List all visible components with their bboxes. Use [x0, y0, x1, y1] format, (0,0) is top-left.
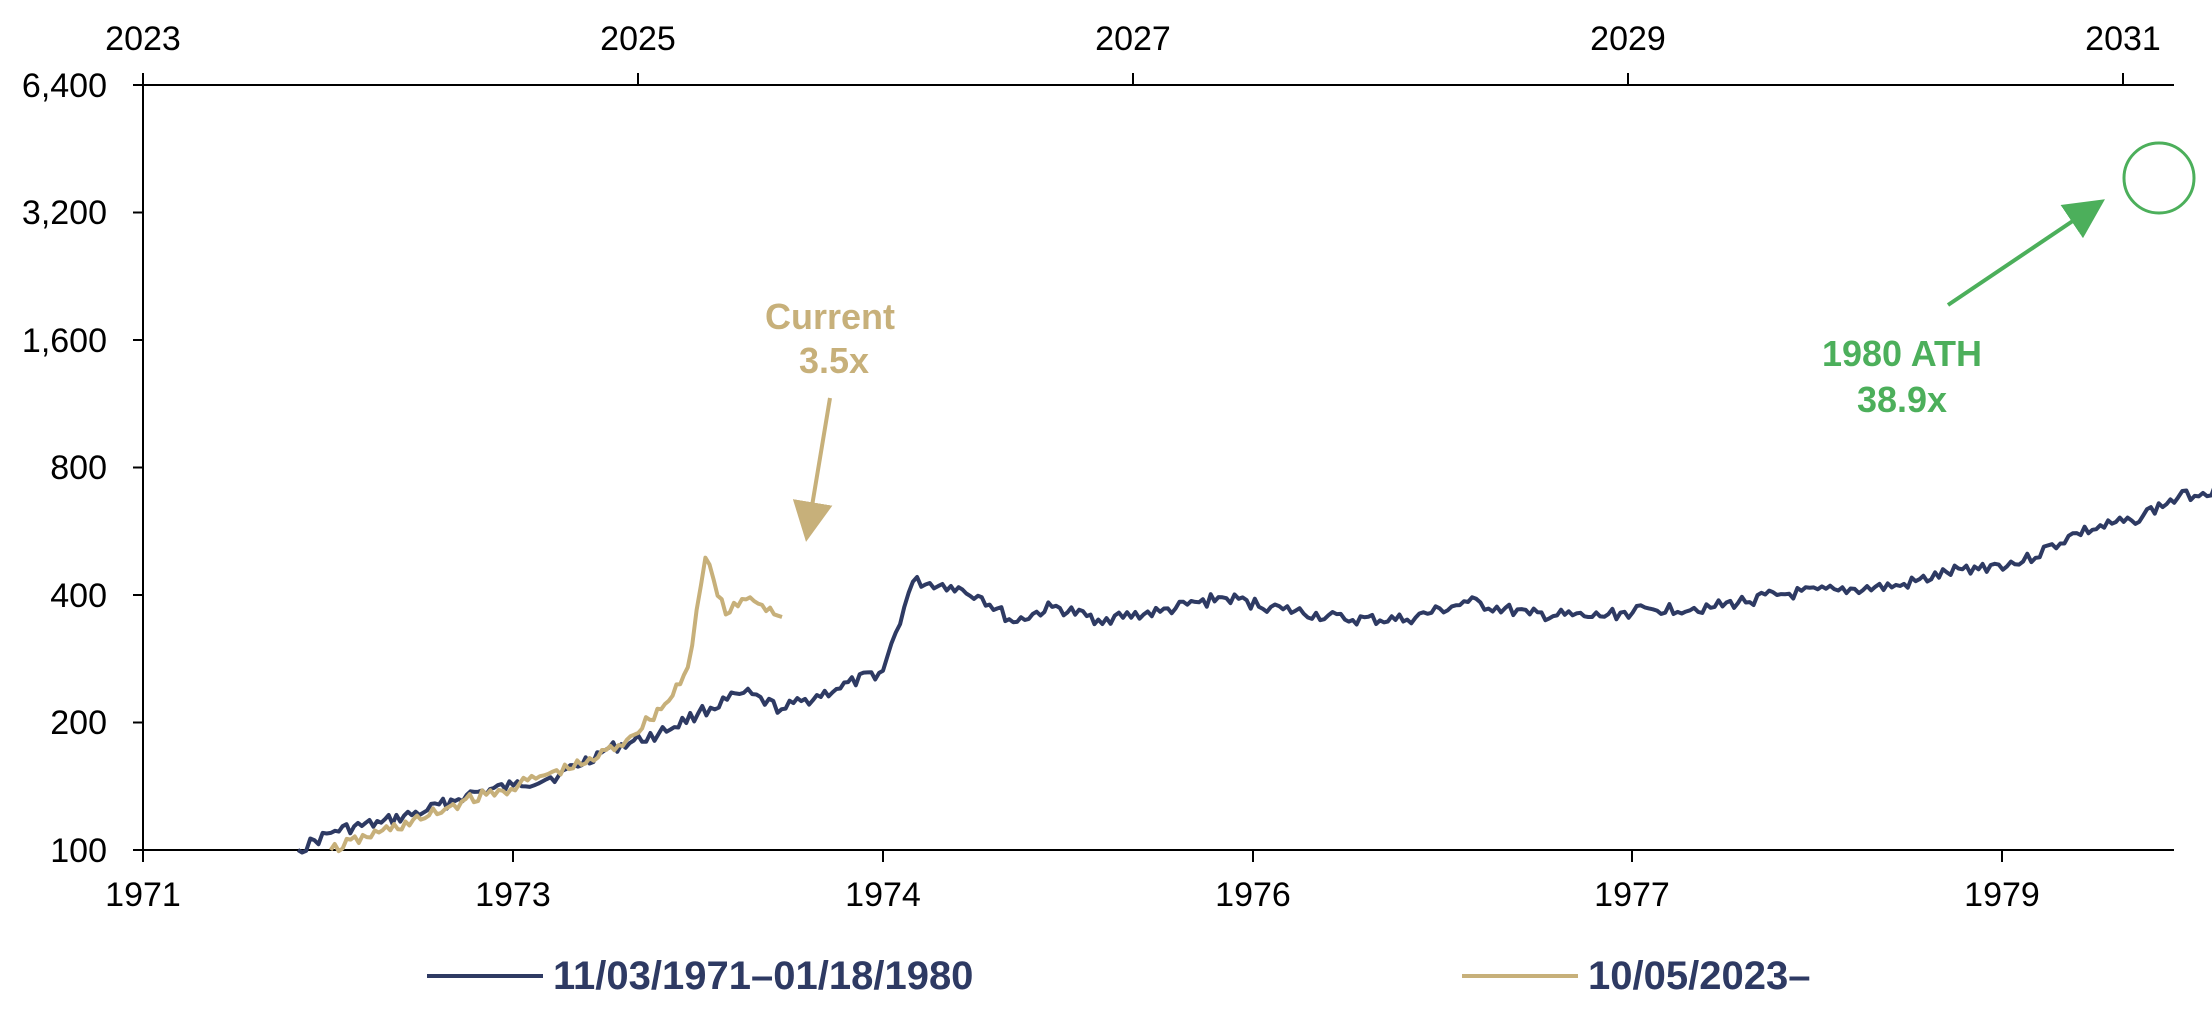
annotation-ath-arrow	[1946, 199, 2105, 307]
legend-swatch-navy	[427, 974, 543, 978]
annotation-current-value: 3.5x	[799, 340, 869, 381]
y-tick-label: 3,200	[22, 194, 107, 232]
x-bottom-tick-label: 1974	[845, 876, 921, 914]
x-top-tick-label: 2027	[1095, 20, 1171, 58]
y-tick-label: 100	[50, 832, 107, 870]
y-axis-ticks: 100 200 400 800 1,600 3,200 6,400	[22, 67, 143, 870]
x-bottom-tick-label: 1971	[105, 876, 181, 914]
annotation-current-label: Current	[765, 296, 895, 337]
y-tick-label: 800	[50, 449, 107, 487]
annotation-ath: 1980 ATH 38.9x	[1822, 141, 2196, 420]
legend-label: 10/05/2023–	[1588, 953, 1811, 998]
y-tick-label: 6,400	[22, 67, 107, 105]
x-top-tick-label: 2025	[600, 20, 676, 58]
annotation-ath-label: 1980 ATH	[1822, 333, 1982, 374]
series-line-1971-1980	[296, 487, 2212, 855]
x-bottom-tick-label: 1976	[1215, 876, 1291, 914]
x-axis-top-ticks: 2023 2025 2027 2029 2031	[105, 20, 2161, 85]
legend-swatch-tan	[1462, 974, 1578, 978]
x-top-tick-label: 2031	[2085, 20, 2161, 58]
legend-item-1971-1980: 11/03/1971–01/18/1980	[427, 946, 973, 1006]
x-bottom-tick-label: 1977	[1594, 876, 1670, 914]
x-axis-bottom-ticks: 1971 1973 1974 1976 1977 1979	[105, 850, 2040, 914]
x-bottom-tick-label: 1973	[475, 876, 551, 914]
annotation-current: Current 3.5x	[765, 296, 895, 542]
x-top-tick-label: 2029	[1590, 20, 1666, 58]
y-tick-label: 200	[50, 704, 107, 742]
legend-item-2023-current: 10/05/2023–	[1462, 946, 1810, 1006]
annotation-current-arrow	[792, 397, 833, 542]
x-top-tick-label: 2023	[105, 20, 181, 58]
legend-label: 11/03/1971–01/18/1980	[553, 953, 974, 998]
x-bottom-tick-label: 1979	[1964, 876, 2040, 914]
annotation-ath-circle	[2122, 141, 2196, 215]
annotation-ath-value: 38.9x	[1857, 379, 1947, 420]
series-line-2023-current	[329, 555, 783, 854]
y-tick-label: 1,600	[22, 322, 107, 360]
y-tick-label: 400	[50, 577, 107, 615]
